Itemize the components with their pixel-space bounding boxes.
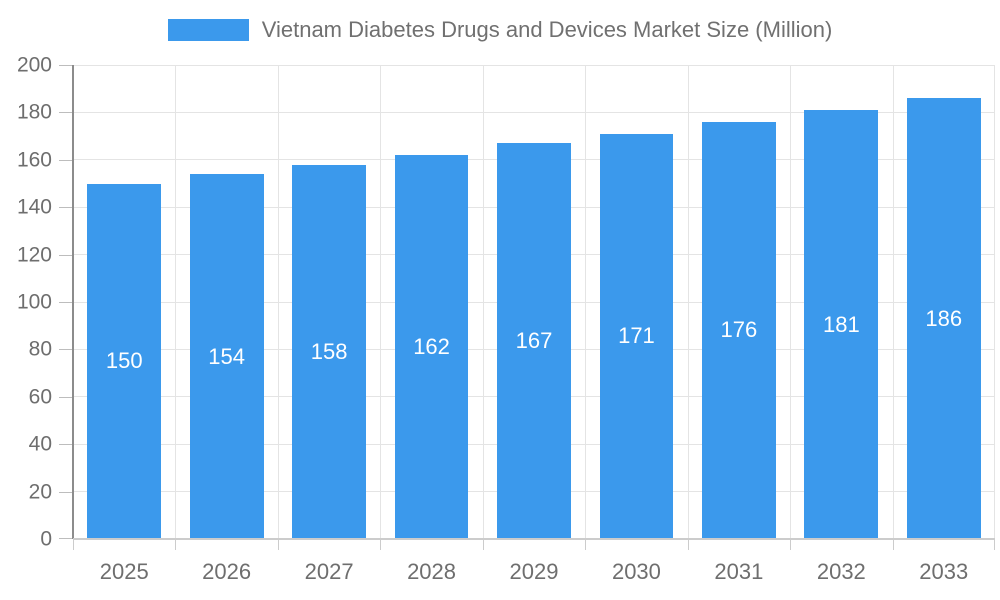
x-axis-tick-label: 2030 bbox=[611, 559, 661, 584]
bar-2025[interactable]: 150 bbox=[87, 183, 162, 539]
y-axis-tick-label: 0 bbox=[40, 527, 52, 551]
v-gridline bbox=[175, 65, 177, 539]
x-axis-tick-label: 2029 bbox=[509, 559, 559, 584]
x-axis-tick bbox=[380, 539, 382, 550]
y-axis-tick bbox=[59, 349, 73, 351]
y-axis-tick bbox=[59, 159, 73, 161]
y-axis-tick-label: 40 bbox=[28, 432, 52, 456]
bar-2026[interactable]: 154 bbox=[189, 174, 264, 539]
y-axis-tick bbox=[59, 254, 73, 256]
x-axis-tick-label: 2028 bbox=[407, 559, 457, 584]
v-gridline bbox=[277, 65, 279, 539]
bar-2027[interactable]: 158 bbox=[292, 164, 366, 539]
x-axis-tick bbox=[175, 539, 177, 550]
bar-2030[interactable]: 171 bbox=[599, 133, 674, 539]
y-axis-tick bbox=[59, 444, 73, 446]
bar-value-label: 171 bbox=[618, 323, 655, 349]
legend-swatch-icon bbox=[167, 19, 249, 41]
x-axis-tick-label: 2031 bbox=[714, 559, 764, 584]
bar-value-label: 186 bbox=[925, 305, 963, 331]
v-gridline bbox=[892, 65, 894, 539]
x-axis-tick-label: 2032 bbox=[816, 559, 866, 584]
y-axis-tick bbox=[59, 302, 73, 303]
x-axis-tick bbox=[994, 539, 995, 550]
v-gridline bbox=[994, 65, 995, 539]
bar-value-label: 158 bbox=[310, 338, 348, 364]
y-axis-tick-label: 180 bbox=[16, 100, 52, 124]
legend-label: Vietnam Diabetes Drugs and Devices Marke… bbox=[261, 17, 833, 42]
bar-2032[interactable]: 181 bbox=[804, 110, 879, 539]
bar-2029[interactable]: 167 bbox=[497, 143, 571, 539]
y-axis-tick-label: 20 bbox=[28, 480, 52, 504]
v-gridline bbox=[687, 65, 689, 539]
x-axis-tick bbox=[790, 539, 792, 550]
x-axis-tick-label: 2026 bbox=[202, 559, 252, 584]
x-axis-tick-label: 2033 bbox=[919, 559, 969, 584]
bar-2028[interactable]: 162 bbox=[394, 155, 469, 539]
y-axis-tick-label: 160 bbox=[16, 148, 52, 172]
y-axis-tick bbox=[59, 207, 73, 209]
y-axis-tick bbox=[59, 538, 73, 539]
v-gridline bbox=[790, 65, 792, 539]
v-gridline bbox=[380, 65, 382, 539]
y-axis-tick bbox=[59, 491, 73, 493]
y-axis-tick bbox=[59, 112, 73, 114]
plot-area: 150 154 158 162 167 171 176 181 186 bbox=[59, 64, 995, 550]
y-axis-tick-label: 120 bbox=[16, 243, 52, 267]
x-axis-tick bbox=[687, 539, 689, 550]
h-gridline bbox=[73, 111, 995, 113]
x-axis-tick bbox=[892, 539, 894, 550]
x-axis-tick-label: 2025 bbox=[99, 559, 149, 584]
y-axis-tick-label: 100 bbox=[16, 290, 52, 314]
x-axis-tick bbox=[585, 539, 587, 550]
bar-value-label: 176 bbox=[720, 317, 758, 343]
legend[interactable]: Vietnam Diabetes Drugs and Devices Marke… bbox=[0, 17, 1000, 43]
h-gridline bbox=[73, 64, 995, 66]
v-gridline bbox=[585, 65, 587, 539]
x-axis-tick bbox=[73, 539, 74, 550]
y-axis-labels: 0 20 40 60 80 100 120 140 160 180 200 bbox=[0, 55, 52, 550]
bar-value-label: 181 bbox=[822, 311, 860, 337]
bar-value-label: 150 bbox=[105, 348, 143, 374]
v-gridline bbox=[482, 65, 484, 539]
x-axis-tick bbox=[277, 539, 279, 550]
y-axis-tick bbox=[59, 396, 73, 398]
bar-value-label: 167 bbox=[515, 328, 553, 354]
bar-2033[interactable]: 186 bbox=[906, 98, 981, 539]
y-axis-tick-label: 200 bbox=[16, 53, 52, 77]
bar-value-label: 162 bbox=[413, 334, 450, 360]
x-axis-tick-label: 2027 bbox=[304, 559, 354, 584]
x-axis-tick bbox=[482, 539, 484, 550]
y-axis-tick-label: 80 bbox=[28, 337, 52, 361]
bar-2031[interactable]: 176 bbox=[702, 121, 776, 539]
x-axis-line bbox=[73, 538, 995, 540]
y-axis-tick-label: 60 bbox=[28, 385, 52, 409]
y-axis-tick-label: 140 bbox=[16, 195, 52, 219]
x-axis-labels: 2025 2026 2027 2028 2029 2030 2031 2032 2033 bbox=[73, 555, 995, 589]
y-axis-line bbox=[72, 65, 74, 539]
y-axis-tick bbox=[59, 65, 73, 66]
bar-value-label: 154 bbox=[208, 343, 246, 369]
